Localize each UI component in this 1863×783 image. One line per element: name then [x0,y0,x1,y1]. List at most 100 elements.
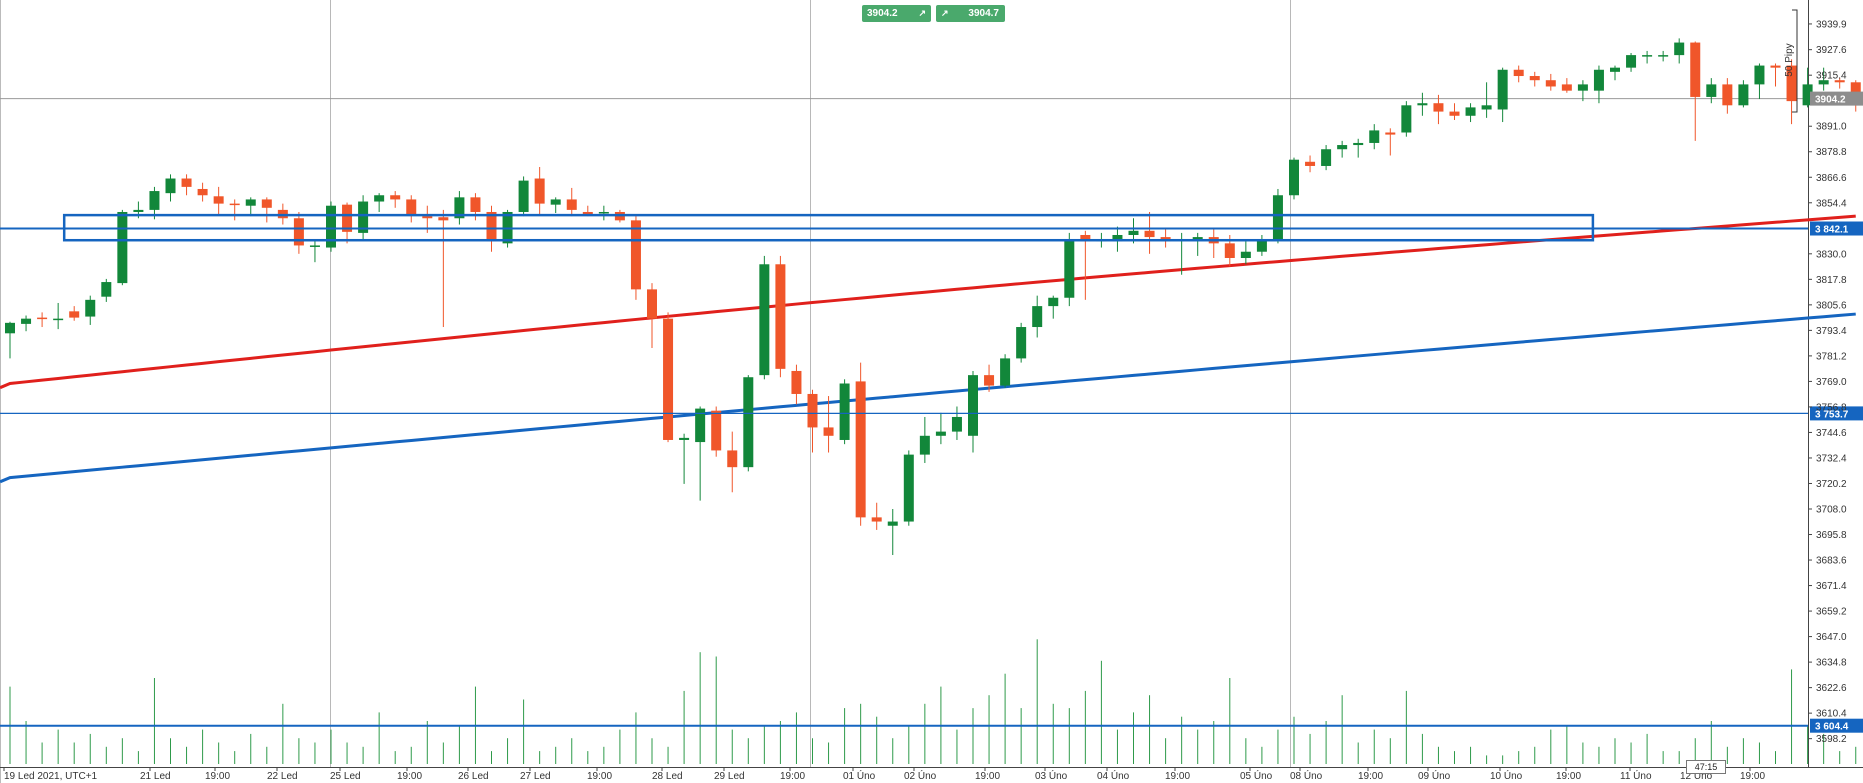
support-zone[interactable] [62,213,1595,242]
price-tick-label: 3744.6 [1816,428,1847,439]
candle [1674,38,1685,64]
candle-body [69,311,80,318]
candle-body [598,211,609,214]
horizontal-levels[interactable]: 3 842.1 3 753.7 3 604.4 [0,221,1863,733]
candle [1048,295,1059,319]
moving-average-blue-line [0,312,1856,484]
candle [823,396,834,453]
candle [1658,50,1669,62]
buy-button[interactable]: ↗ 3904.7 [936,5,1005,22]
candle-body [1449,111,1460,116]
pip-range-label: 50 Pipy [1784,43,1795,76]
candle-body [197,188,208,196]
candle [1305,155,1316,173]
candle-body [245,199,256,206]
candle [374,193,385,212]
time-axis[interactable]: 19 Led 2021, UTC+1 21 Led 19:00 22 Led 25 Le… [3,767,1765,782]
candle [1818,67,1829,91]
candle-body [1513,69,1524,77]
candle [1000,354,1011,388]
candle-body [229,203,240,206]
support-zone-rect [62,213,1595,242]
candle [5,321,15,359]
candle [245,197,256,217]
candle-body [968,375,978,436]
time-tick-label: 19:00 [1358,771,1383,782]
level-price-label: 3 842.1 [1815,225,1849,236]
candle-body [887,521,898,526]
candle-body [855,381,866,518]
candle-body [149,191,160,210]
price-axis[interactable]: 3939.9 3927.6 3915.4 3891.0 3878.8 3866.6 3854… [1784,9,1863,745]
candle-body [534,178,545,204]
candle-body [342,204,353,232]
candle [871,502,882,530]
candle-body [1272,195,1283,240]
time-tick-label: 25 Led [330,771,361,782]
candle [309,239,320,263]
candle-body [85,299,96,317]
candle-body [1561,84,1572,91]
candle [1208,228,1219,258]
candle-body [1192,237,1203,240]
candle [1321,145,1332,171]
candle-body [1256,239,1267,252]
buy-price: 3904.7 [968,8,999,19]
candle [759,255,770,380]
price-tick-label: 3598.2 [1816,734,1847,745]
candle [1337,140,1348,158]
price-tick-label: 3720.2 [1816,479,1847,490]
candle [326,201,336,252]
price-tick-label: 3732.4 [1816,453,1847,464]
time-tick-label: 22 Led [267,771,298,782]
candle-body [1674,42,1685,56]
time-tick-label: 11 Úno [1620,769,1652,782]
candle-body [1545,80,1556,87]
candle [1385,128,1396,156]
time-tick-label: 21 Led [140,771,171,782]
candle-body [1240,251,1251,258]
candle-body [1321,149,1332,166]
candle-body [374,195,385,202]
candle-body [1642,55,1653,57]
candle-body [759,264,770,376]
candle-body [1834,80,1845,83]
candle [1481,82,1492,118]
candle [390,191,401,208]
price-tick-label: 3878.8 [1816,147,1847,158]
time-tick-label: 19:00 [1556,771,1581,782]
candle-body [5,322,15,334]
candle-body [1529,76,1540,81]
candle [213,186,224,215]
current-price-label: 3904.2 [1815,95,1846,106]
candle [37,312,48,328]
candle [1289,157,1299,200]
time-tick-label: 01 Úno [843,769,876,782]
candle-body [1032,306,1043,328]
candle-body [1770,65,1781,68]
candle-body [309,245,320,247]
candle-body [743,377,754,468]
candle-body [663,318,674,440]
time-tick-label: 28 Led [652,771,683,782]
price-tick-label: 3756.8 [1816,402,1847,413]
price-tick-label: 3622.6 [1816,683,1847,694]
candle [1256,234,1267,256]
candle-body [1850,82,1861,99]
candle-body [486,211,497,242]
candle [839,379,850,445]
candle-body [1658,55,1669,57]
volume-bars [9,639,1857,764]
candle-body [1690,42,1701,97]
level-price-label: 3 753.7 [1815,409,1849,420]
candle-body [1626,55,1637,68]
candle [951,406,962,440]
candle-body [1385,132,1396,135]
time-tick-label: 19:00 [205,771,230,782]
candle [1369,124,1380,150]
candle-body [1738,84,1749,106]
price-tick-label: 3695.8 [1816,530,1847,541]
price-tick-label: 3927.6 [1816,45,1847,56]
sell-button[interactable]: 3904.2 ↗ [862,5,931,22]
